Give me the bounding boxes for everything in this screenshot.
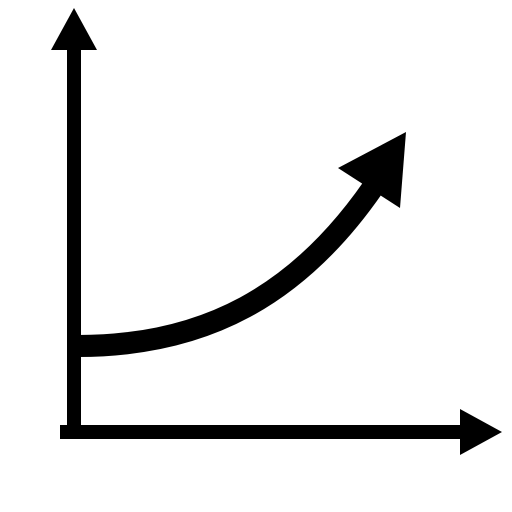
y-axis-arrowhead-icon	[51, 8, 97, 50]
growth-chart-icon	[0, 0, 512, 512]
x-axis-arrowhead-icon	[460, 409, 502, 455]
growth-curve	[78, 174, 382, 346]
growth-chart-svg	[0, 0, 512, 512]
